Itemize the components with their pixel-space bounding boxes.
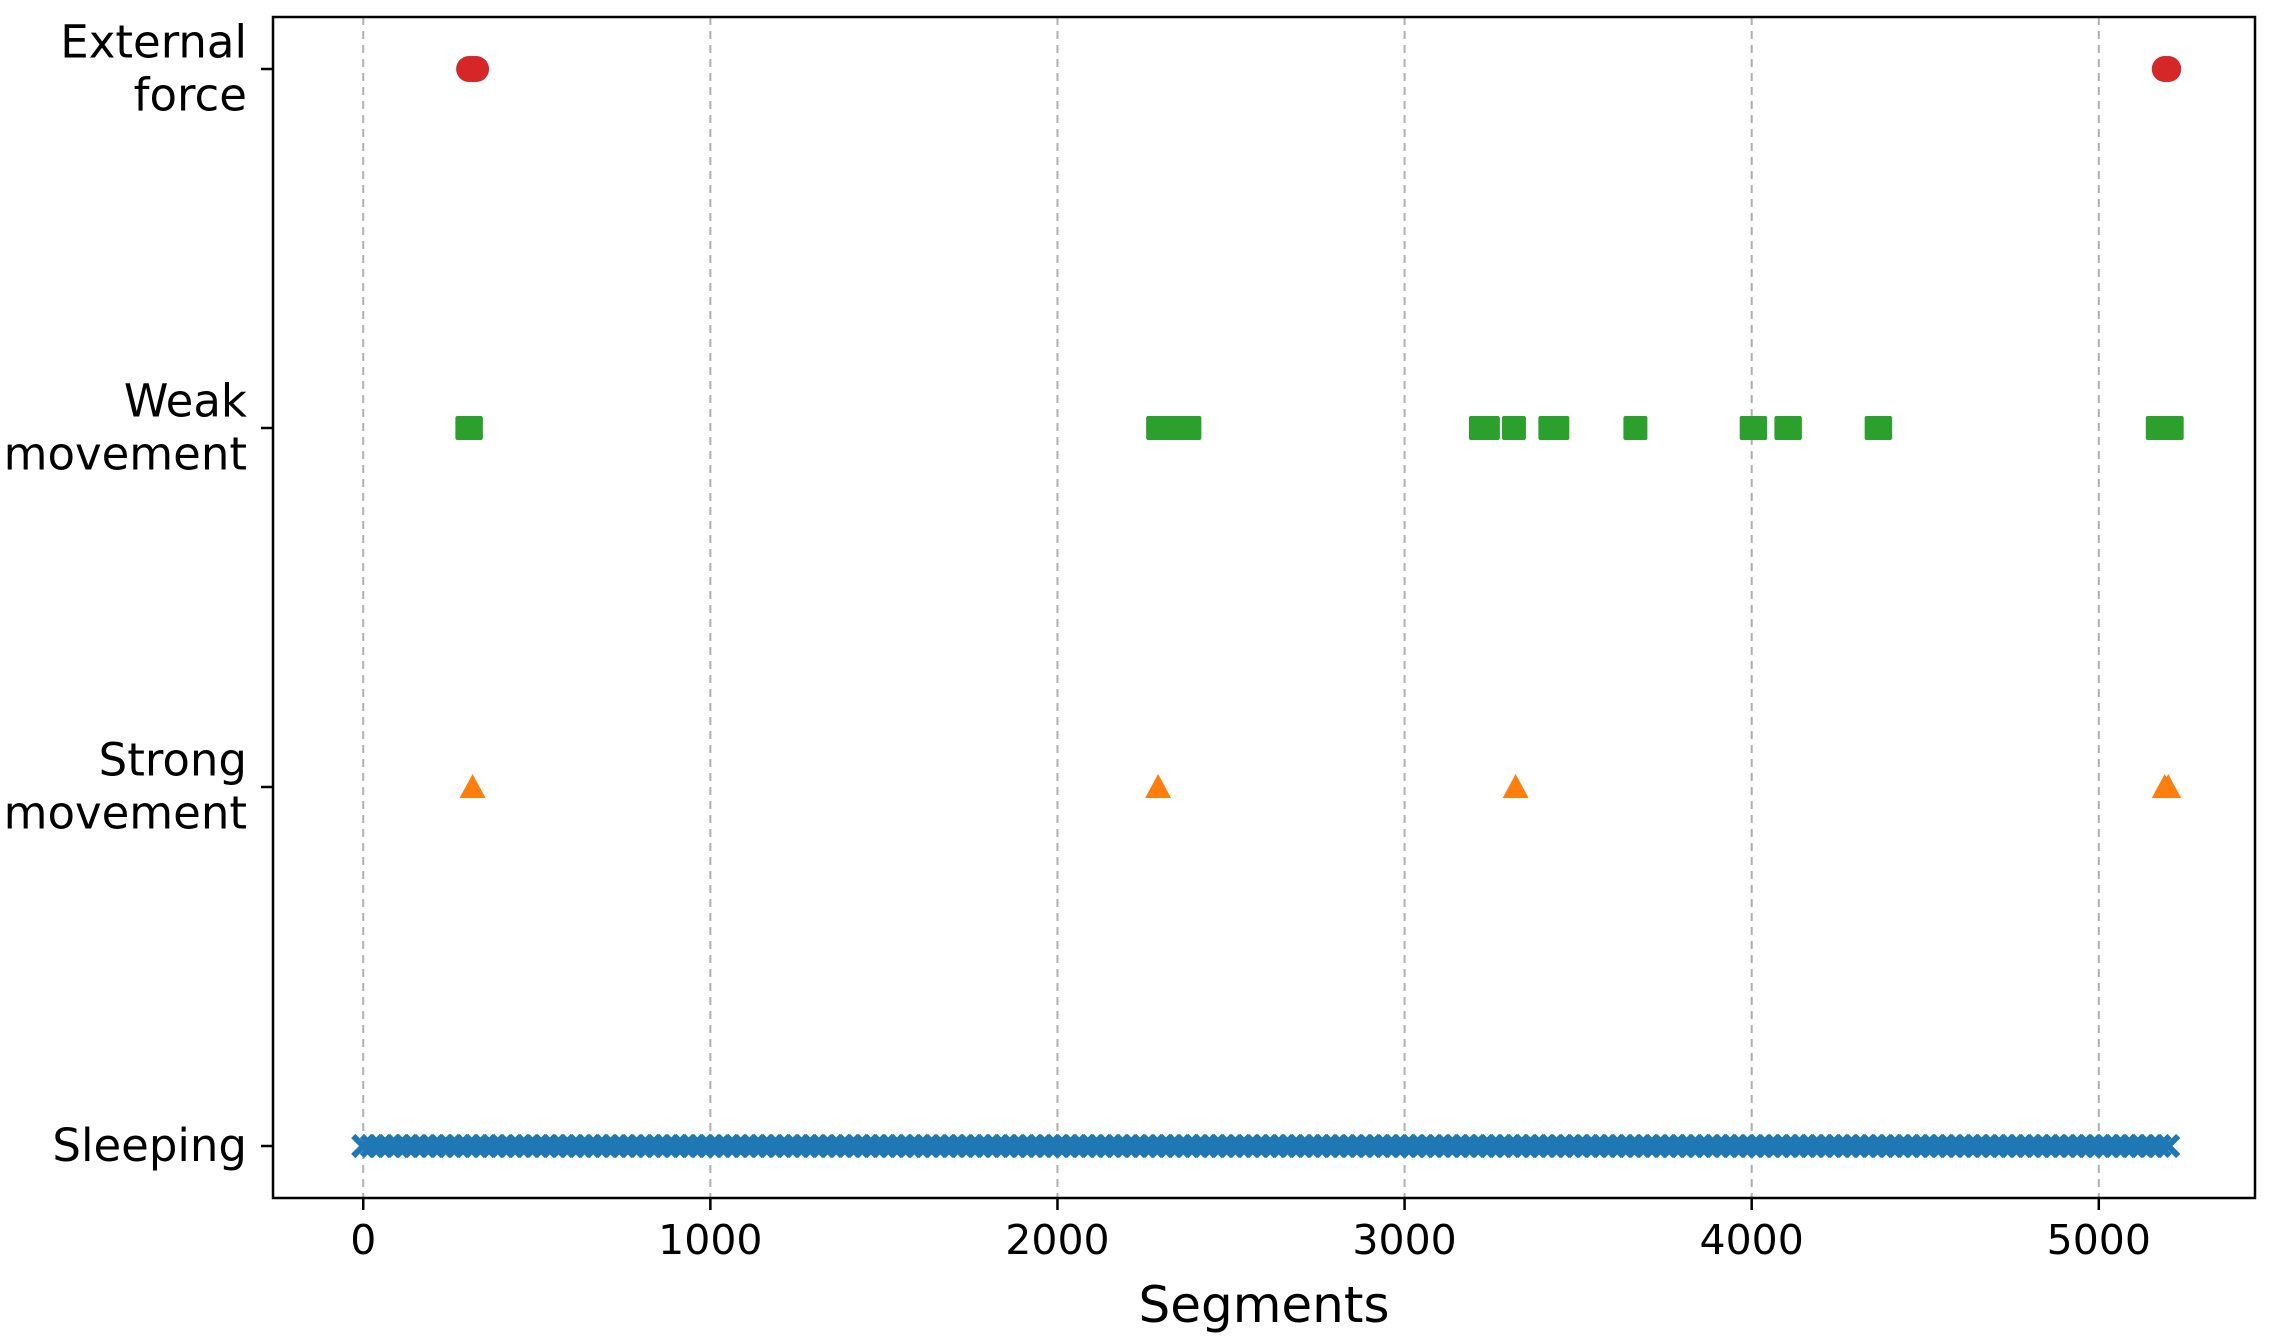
y-tick-label: External bbox=[60, 16, 247, 69]
external-force-point bbox=[2155, 56, 2182, 82]
strong-movement-point bbox=[459, 774, 486, 798]
weak-movement-point bbox=[2159, 416, 2184, 440]
x-axis-ticks: 0 1000 2000 3000 4000 5000 bbox=[350, 1198, 2151, 1264]
weak-movement-point bbox=[1177, 416, 1202, 440]
y-tick-label: force bbox=[134, 69, 247, 122]
weak-movement-point bbox=[1475, 416, 1500, 440]
strong-movement-point bbox=[1502, 774, 1529, 798]
weak-movement-point bbox=[1868, 416, 1893, 440]
x-tick-label: 5000 bbox=[2047, 1216, 2151, 1264]
x-tick-label: 2000 bbox=[1005, 1216, 1109, 1264]
y-tick-label: Strong bbox=[99, 734, 247, 787]
sleeping-point bbox=[2156, 1133, 2181, 1159]
y-axis-ticks: SleepingStrongmovementWeakmovementExtern… bbox=[4, 16, 273, 1172]
x-axis-title: Segments bbox=[1138, 1276, 1389, 1334]
external-force-point bbox=[463, 56, 490, 82]
weak-movement-point bbox=[1743, 416, 1768, 440]
data-markers bbox=[351, 56, 2184, 1159]
grid-lines bbox=[362, 17, 2100, 1198]
weak-movement-point bbox=[1623, 416, 1648, 440]
y-tick-label: movement bbox=[4, 428, 247, 481]
strong-movement-point bbox=[2155, 774, 2182, 798]
x-tick-label: 0 bbox=[350, 1216, 376, 1264]
weak-movement-point bbox=[1777, 416, 1802, 440]
x-tick-label: 4000 bbox=[1700, 1216, 1804, 1264]
weak-movement-point bbox=[458, 416, 483, 440]
y-tick-label: Weak bbox=[124, 375, 247, 428]
weak-movement-point bbox=[1501, 416, 1526, 440]
y-tick-label: Sleeping bbox=[52, 1119, 247, 1172]
x-tick-label: 1000 bbox=[658, 1216, 762, 1264]
plot-frame bbox=[271, 15, 2257, 1200]
weak-movement-point bbox=[1545, 416, 1570, 440]
y-tick-label: movement bbox=[4, 787, 247, 840]
x-tick-label: 3000 bbox=[1352, 1216, 1456, 1264]
strong-movement-point bbox=[1145, 774, 1172, 798]
sleeping-point bbox=[2147, 1133, 2172, 1159]
